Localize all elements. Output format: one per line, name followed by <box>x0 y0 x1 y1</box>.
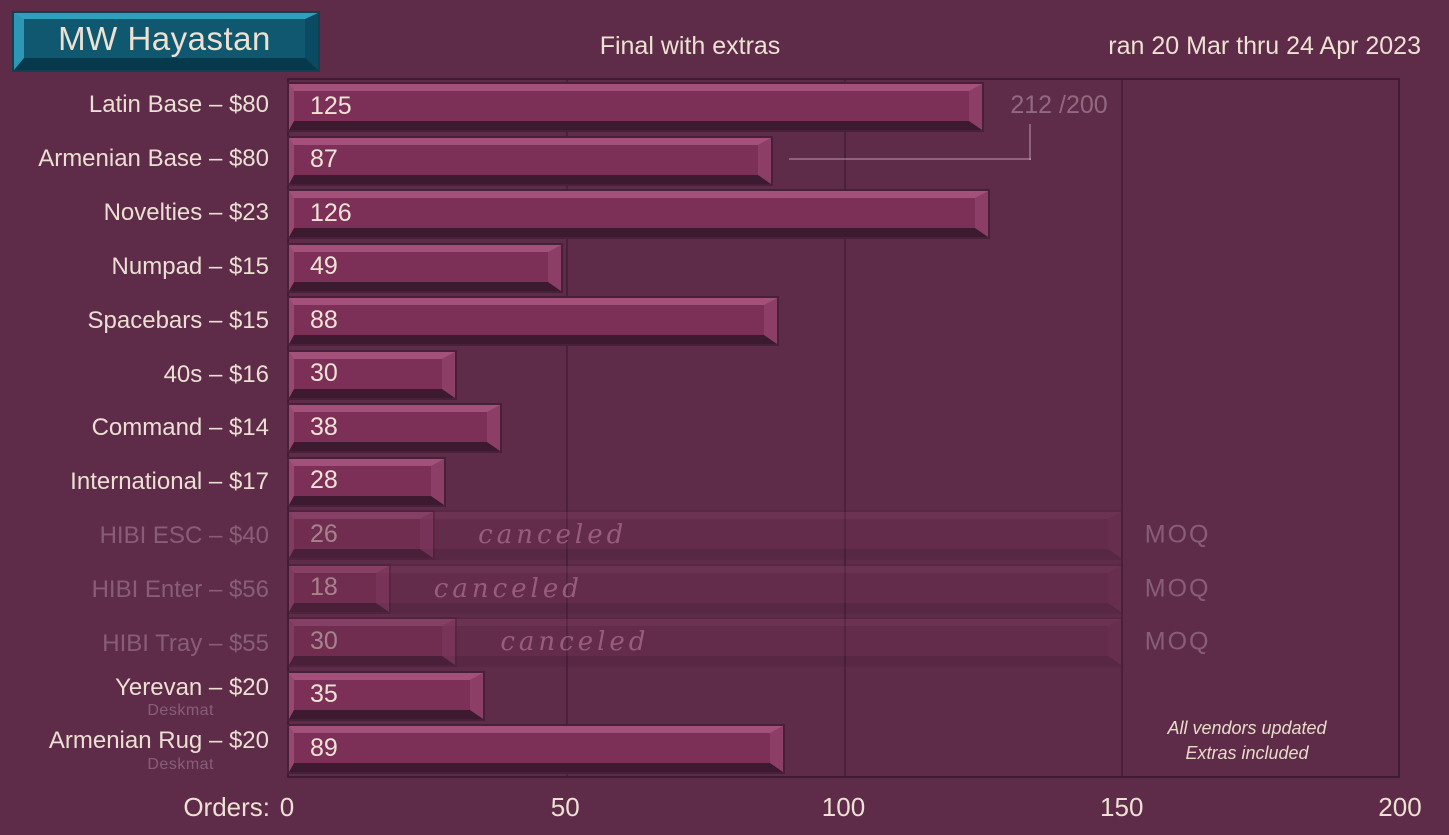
bar-value: 89 <box>310 733 338 762</box>
bar-row: 88 <box>289 294 1398 348</box>
x-axis: 0 50 100 150 200 <box>280 778 1422 834</box>
moq-ghost-bar <box>289 512 1121 559</box>
bar-value: 18 <box>310 573 338 602</box>
row-label-canceled: HIBI Enter – $56 <box>91 575 269 603</box>
footnote-line: All vendors updated <box>1167 718 1327 738</box>
order-bar: 30 <box>289 351 456 398</box>
canceled-label: canceled <box>433 573 583 604</box>
row-label: Armenian Base – $80 <box>38 145 269 173</box>
row-label: Latin Base – $80 <box>88 91 269 119</box>
order-bar: 49 <box>289 244 561 291</box>
row-label: Command – $14 <box>91 414 269 442</box>
bar-rows: 125 87 126 49 88 30 38 28 <box>289 80 1398 776</box>
bar-value: 30 <box>310 359 338 388</box>
bar-row: 87 <box>289 134 1398 188</box>
bar-value: 126 <box>310 198 352 227</box>
bar-row: 30 <box>289 348 1398 402</box>
moq-label: MOQ <box>1144 574 1211 603</box>
x-axis-title: Orders: <box>0 778 287 834</box>
x-tick: 0 <box>279 792 295 822</box>
bar-row: 126 <box>289 187 1398 241</box>
gridline-150 <box>1120 80 1123 776</box>
bar-value: 125 <box>310 91 352 120</box>
row-label-canceled: HIBI ESC – $40 <box>99 522 269 550</box>
bar-row: 28 <box>289 455 1398 509</box>
row-label: Spacebars – $15 <box>87 306 269 334</box>
bar-value: 35 <box>310 680 338 709</box>
bar-row-canceled: 30 canceled MOQ <box>289 615 1398 669</box>
order-bar: 30 <box>289 619 456 666</box>
footnote-line: Extras included <box>1185 743 1309 763</box>
bar-row: 38 <box>289 401 1398 455</box>
deskmat-sublabel: Deskmat <box>147 755 214 773</box>
row-label: Yerevan – $20 Deskmat <box>115 673 269 719</box>
moq-ghost-bar <box>289 619 1121 666</box>
order-bar: 18 <box>289 565 389 612</box>
x-tick: 50 <box>550 792 580 822</box>
row-label: Armenian Rug – $20 Deskmat <box>48 727 269 773</box>
deskmat-sublabel: Deskmat <box>147 701 214 719</box>
category-labels: Latin Base – $80 Armenian Base – $80 Nov… <box>0 78 287 778</box>
row-label: Numpad – $15 <box>111 252 269 280</box>
bar-value: 30 <box>310 626 338 655</box>
canceled-label: canceled <box>478 520 628 551</box>
page-title: MW Hayastan <box>58 19 271 57</box>
order-bar: 125 <box>289 84 983 130</box>
moq-label: MOQ <box>1144 627 1211 656</box>
bar-value: 28 <box>310 466 338 495</box>
row-label-canceled: HIBI Tray – $55 <box>102 629 269 657</box>
bar-row: 89 <box>289 722 1398 776</box>
bar-value: 38 <box>310 412 338 441</box>
annotation-connector-horizontal <box>789 158 1031 160</box>
order-bar: 88 <box>289 298 777 345</box>
order-bar: 87 <box>289 137 772 184</box>
bar-row-canceled: 18 canceled MOQ <box>289 562 1398 616</box>
plot-area: 125 87 126 49 88 30 38 28 <box>287 78 1400 778</box>
order-bar: 89 <box>289 726 783 773</box>
bar-row: 35 <box>289 669 1398 723</box>
bar-value: 26 <box>310 519 338 548</box>
moq-ghost-bar <box>289 565 1121 612</box>
date-range: ran 20 Mar thru 24 Apr 2023 <box>1108 32 1421 60</box>
order-bar: 38 <box>289 405 500 452</box>
annotation-connector-vertical <box>1029 124 1031 160</box>
group-buy-title-keycap: MW Hayastan <box>14 13 318 70</box>
gridline-100 <box>843 80 846 776</box>
order-bar: 126 <box>289 191 988 238</box>
bar-value: 49 <box>310 252 338 281</box>
row-label: Novelties – $23 <box>103 199 269 227</box>
bar-value: 87 <box>310 145 338 174</box>
gridline-50 <box>566 80 569 776</box>
order-bar: 28 <box>289 458 445 505</box>
x-axis-label: Orders: <box>183 792 270 822</box>
overflow-annotation: 212 /200 <box>1010 91 1108 119</box>
x-tick: 150 <box>1100 792 1144 822</box>
footnote: All vendors updated Extras included <box>1112 716 1382 766</box>
order-bar: 26 <box>289 512 434 559</box>
moq-label: MOQ <box>1144 520 1211 549</box>
bar-value: 88 <box>310 305 338 334</box>
bar-row: 49 <box>289 241 1398 295</box>
canceled-label: canceled <box>500 627 650 658</box>
row-label: International – $17 <box>70 468 269 496</box>
row-label: 40s – $16 <box>163 360 269 388</box>
bar-row: 125 <box>289 80 1398 134</box>
chart-subtitle: Final with extras <box>599 32 781 60</box>
x-tick: 200 <box>1378 792 1422 822</box>
x-tick: 100 <box>821 792 866 822</box>
order-bar: 35 <box>289 672 484 719</box>
bar-row-canceled: 26 canceled MOQ <box>289 508 1398 562</box>
